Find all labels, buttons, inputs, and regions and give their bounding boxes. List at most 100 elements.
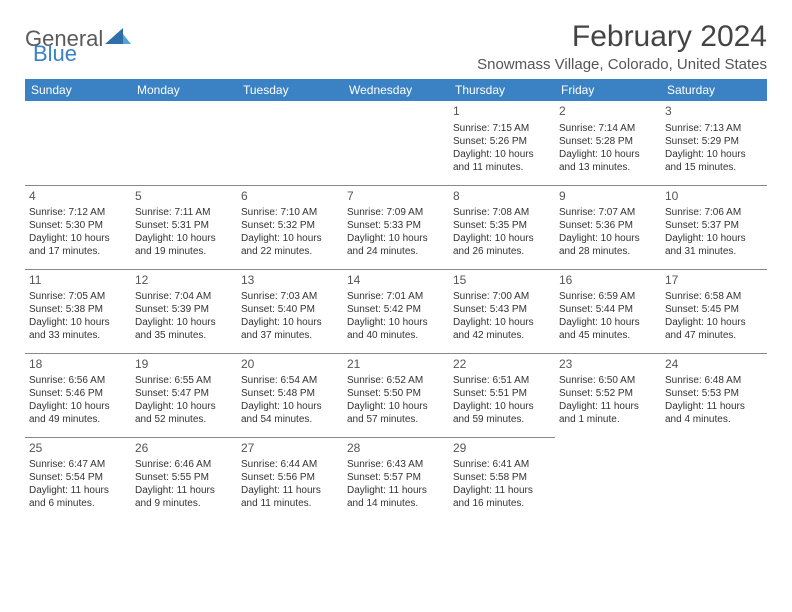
day-header: Monday bbox=[131, 79, 237, 101]
daylight-text: Daylight: 10 hours and 42 minutes. bbox=[453, 316, 551, 342]
daylight-text: Daylight: 11 hours and 16 minutes. bbox=[453, 484, 551, 510]
day-number: 29 bbox=[453, 441, 551, 457]
day-number: 22 bbox=[453, 357, 551, 373]
day-number: 15 bbox=[453, 273, 551, 289]
calendar-day-cell: 2 Sunrise: 7:14 AMSunset: 5:28 PMDaylight… bbox=[555, 101, 661, 185]
sunset-text: Sunset: 5:36 PM bbox=[559, 219, 657, 232]
daylight-text: Daylight: 10 hours and 11 minutes. bbox=[453, 148, 551, 174]
day-header: Friday bbox=[555, 79, 661, 101]
sunrise-text: Sunrise: 6:55 AM bbox=[135, 374, 233, 387]
daylight-text: Daylight: 10 hours and 49 minutes. bbox=[29, 400, 127, 426]
day-number: 10 bbox=[665, 189, 763, 205]
calendar-week-row: 18Sunrise: 6:56 AMSunset: 5:46 PMDayligh… bbox=[25, 353, 767, 437]
calendar-day-cell: 29Sunrise: 6:41 AMSunset: 5:58 PMDayligh… bbox=[449, 437, 555, 521]
day-number: 23 bbox=[559, 357, 657, 373]
calendar-day-cell: 27Sunrise: 6:44 AMSunset: 5:56 PMDayligh… bbox=[237, 437, 343, 521]
day-number: 7 bbox=[347, 189, 445, 205]
daylight-text: Daylight: 10 hours and 45 minutes. bbox=[559, 316, 657, 342]
daylight-text: Daylight: 10 hours and 17 minutes. bbox=[29, 232, 127, 258]
day-number: 11 bbox=[29, 273, 127, 289]
logo-word2: Blue bbox=[33, 41, 77, 66]
sunset-text: Sunset: 5:37 PM bbox=[665, 219, 763, 232]
day-number: 27 bbox=[241, 441, 339, 457]
daylight-text: Daylight: 10 hours and 52 minutes. bbox=[135, 400, 233, 426]
sunrise-text: Sunrise: 7:12 AM bbox=[29, 206, 127, 219]
sunrise-text: Sunrise: 6:50 AM bbox=[559, 374, 657, 387]
daylight-text: Daylight: 10 hours and 33 minutes. bbox=[29, 316, 127, 342]
sunrise-text: Sunrise: 6:47 AM bbox=[29, 458, 127, 471]
sunset-text: Sunset: 5:47 PM bbox=[135, 387, 233, 400]
logo-triangle-icon bbox=[105, 28, 131, 51]
calendar-day-cell: 9Sunrise: 7:07 AMSunset: 5:36 PMDaylight… bbox=[555, 185, 661, 269]
sunset-text: Sunset: 5:48 PM bbox=[241, 387, 339, 400]
calendar-day-cell: 20Sunrise: 6:54 AMSunset: 5:48 PMDayligh… bbox=[237, 353, 343, 437]
calendar-empty-cell bbox=[555, 437, 661, 521]
day-number: 12 bbox=[135, 273, 233, 289]
day-number: 1 bbox=[453, 104, 551, 120]
daylight-text: Daylight: 10 hours and 59 minutes. bbox=[453, 400, 551, 426]
calendar-week-row: 1Sunrise: 7:15 AMSunset: 5:26 PMDaylight… bbox=[25, 101, 767, 185]
sunrise-text: Sunrise: 7:11 AM bbox=[135, 206, 233, 219]
title-block: February 2024 Snowmass Village, Colorado… bbox=[477, 20, 767, 73]
sunrise-text: Sunrise: 7:08 AM bbox=[453, 206, 551, 219]
calendar-day-cell: 19Sunrise: 6:55 AMSunset: 5:47 PMDayligh… bbox=[131, 353, 237, 437]
sunset-text: Sunset: 5:56 PM bbox=[241, 471, 339, 484]
day-number: 26 bbox=[135, 441, 233, 457]
daylight-text: Daylight: 11 hours and 6 minutes. bbox=[29, 484, 127, 510]
daylight-text: Daylight: 11 hours and 1 minute. bbox=[559, 400, 657, 426]
day-header-row: Sunday Monday Tuesday Wednesday Thursday… bbox=[25, 79, 767, 101]
day-number: 19 bbox=[135, 357, 233, 373]
daylight-text: Daylight: 10 hours and 13 minutes. bbox=[559, 148, 657, 174]
calendar-day-cell: 7Sunrise: 7:09 AMSunset: 5:33 PMDaylight… bbox=[343, 185, 449, 269]
calendar-day-cell: 22Sunrise: 6:51 AMSunset: 5:51 PMDayligh… bbox=[449, 353, 555, 437]
sunrise-text: Sunrise: 7:03 AM bbox=[241, 290, 339, 303]
calendar-empty-cell bbox=[237, 101, 343, 185]
daylight-text: Daylight: 10 hours and 26 minutes. bbox=[453, 232, 551, 258]
calendar-day-cell: 28Sunrise: 6:43 AMSunset: 5:57 PMDayligh… bbox=[343, 437, 449, 521]
calendar-day-cell: 23Sunrise: 6:50 AMSunset: 5:52 PMDayligh… bbox=[555, 353, 661, 437]
calendar-week-row: 11Sunrise: 7:05 AMSunset: 5:38 PMDayligh… bbox=[25, 269, 767, 353]
daylight-text: Daylight: 10 hours and 15 minutes. bbox=[665, 148, 763, 174]
day-number: 2 bbox=[559, 104, 657, 120]
calendar-day-cell: 17Sunrise: 6:58 AMSunset: 5:45 PMDayligh… bbox=[661, 269, 767, 353]
sunrise-text: Sunrise: 7:13 AM bbox=[665, 122, 763, 135]
sunset-text: Sunset: 5:57 PM bbox=[347, 471, 445, 484]
day-number: 6 bbox=[241, 189, 339, 205]
day-number: 5 bbox=[135, 189, 233, 205]
calendar-day-cell: 8Sunrise: 7:08 AMSunset: 5:35 PMDaylight… bbox=[449, 185, 555, 269]
calendar-day-cell: 14Sunrise: 7:01 AMSunset: 5:42 PMDayligh… bbox=[343, 269, 449, 353]
sunrise-text: Sunrise: 7:06 AM bbox=[665, 206, 763, 219]
sunset-text: Sunset: 5:52 PM bbox=[559, 387, 657, 400]
calendar-day-cell: 26Sunrise: 6:46 AMSunset: 5:55 PMDayligh… bbox=[131, 437, 237, 521]
daylight-text: Daylight: 10 hours and 35 minutes. bbox=[135, 316, 233, 342]
sunrise-text: Sunrise: 7:09 AM bbox=[347, 206, 445, 219]
daylight-text: Daylight: 10 hours and 40 minutes. bbox=[347, 316, 445, 342]
sunrise-text: Sunrise: 7:14 AM bbox=[559, 122, 657, 135]
daylight-text: Daylight: 10 hours and 31 minutes. bbox=[665, 232, 763, 258]
sunrise-text: Sunrise: 6:52 AM bbox=[347, 374, 445, 387]
sunset-text: Sunset: 5:42 PM bbox=[347, 303, 445, 316]
calendar-day-cell: 4Sunrise: 7:12 AMSunset: 5:30 PMDaylight… bbox=[25, 185, 131, 269]
day-number: 20 bbox=[241, 357, 339, 373]
sunrise-text: Sunrise: 6:41 AM bbox=[453, 458, 551, 471]
day-header: Sunday bbox=[25, 79, 131, 101]
daylight-text: Daylight: 11 hours and 14 minutes. bbox=[347, 484, 445, 510]
day-number: 28 bbox=[347, 441, 445, 457]
calendar-week-row: 25Sunrise: 6:47 AMSunset: 5:54 PMDayligh… bbox=[25, 437, 767, 521]
sunrise-text: Sunrise: 7:05 AM bbox=[29, 290, 127, 303]
location-text: Snowmass Village, Colorado, United State… bbox=[477, 56, 767, 73]
sunset-text: Sunset: 5:53 PM bbox=[665, 387, 763, 400]
daylight-text: Daylight: 10 hours and 22 minutes. bbox=[241, 232, 339, 258]
calendar-week-row: 4Sunrise: 7:12 AMSunset: 5:30 PMDaylight… bbox=[25, 185, 767, 269]
sunrise-text: Sunrise: 7:04 AM bbox=[135, 290, 233, 303]
daylight-text: Daylight: 11 hours and 4 minutes. bbox=[665, 400, 763, 426]
calendar-day-cell: 12Sunrise: 7:04 AMSunset: 5:39 PMDayligh… bbox=[131, 269, 237, 353]
calendar-day-cell: 18Sunrise: 6:56 AMSunset: 5:46 PMDayligh… bbox=[25, 353, 131, 437]
calendar-empty-cell bbox=[131, 101, 237, 185]
day-number: 25 bbox=[29, 441, 127, 457]
sunset-text: Sunset: 5:50 PM bbox=[347, 387, 445, 400]
sunrise-text: Sunrise: 7:00 AM bbox=[453, 290, 551, 303]
sunset-text: Sunset: 5:28 PM bbox=[559, 135, 657, 148]
sunset-text: Sunset: 5:29 PM bbox=[665, 135, 763, 148]
sunrise-text: Sunrise: 6:43 AM bbox=[347, 458, 445, 471]
